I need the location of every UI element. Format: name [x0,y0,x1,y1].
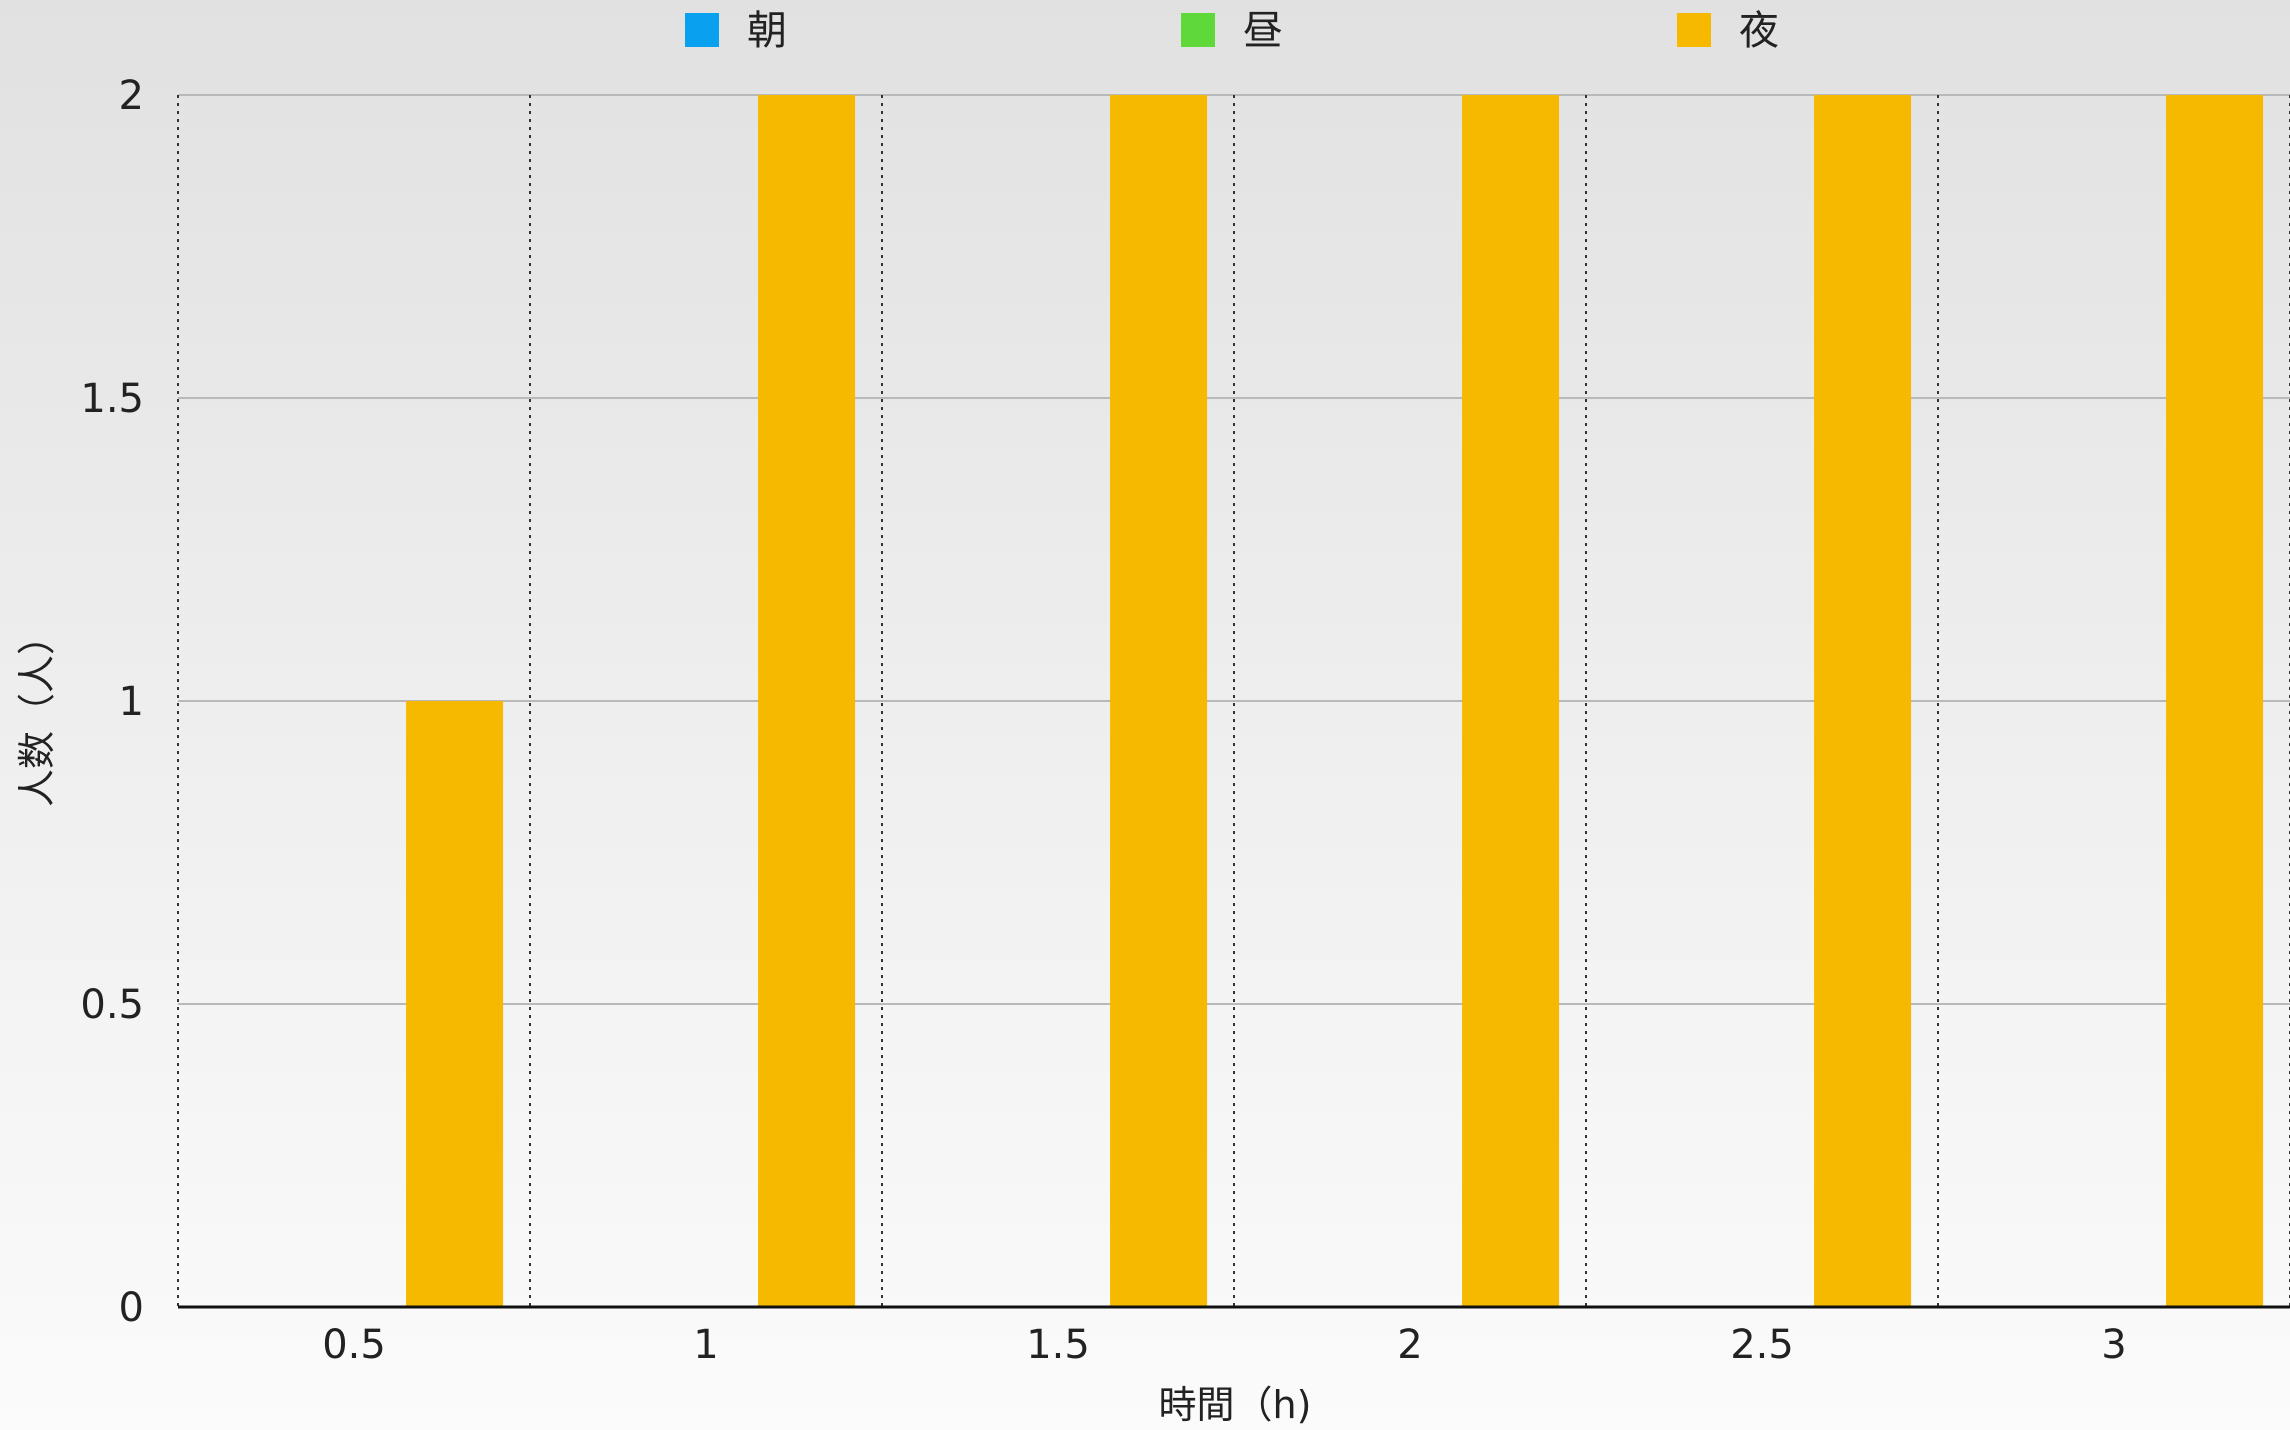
x-tick-label: 1.5 [1026,1322,1090,1368]
legend-swatch [685,13,719,47]
x-axis-title: 時間（h) [1159,1383,1312,1427]
bar [1814,95,1912,1307]
y-tick-label: 0 [119,1285,144,1331]
y-tick-label: 2 [119,73,144,119]
bar [758,95,856,1307]
x-tick-label: 2.5 [1730,1322,1794,1368]
bar [1462,95,1560,1307]
legend-label: 昼 [1243,8,1283,54]
bar [406,701,504,1307]
legend: 朝昼夜 [685,8,1779,54]
legend-swatch [1677,13,1711,47]
legend-label: 朝 [747,8,787,54]
x-tick-label: 3 [2101,1322,2126,1368]
y-tick-label: 1.5 [80,376,144,422]
bars [406,95,2264,1307]
legend-swatch [1181,13,1215,47]
bar [2166,95,2264,1307]
gridlines [177,94,2290,1307]
x-tick-label: 1 [693,1322,718,1368]
y-axis-title: 人数（人） [15,617,59,807]
y-tick-label: 1 [119,679,144,725]
x-tick-label: 0.5 [322,1322,386,1368]
x-tick-label: 2 [1397,1322,1422,1368]
y-tick-label: 0.5 [80,982,144,1028]
axes: 0 0.5 1 1.5 2 0.5 1 1.5 2 2.5 3 [80,73,2290,1368]
bar [1110,95,1208,1307]
legend-label: 夜 [1739,8,1779,54]
